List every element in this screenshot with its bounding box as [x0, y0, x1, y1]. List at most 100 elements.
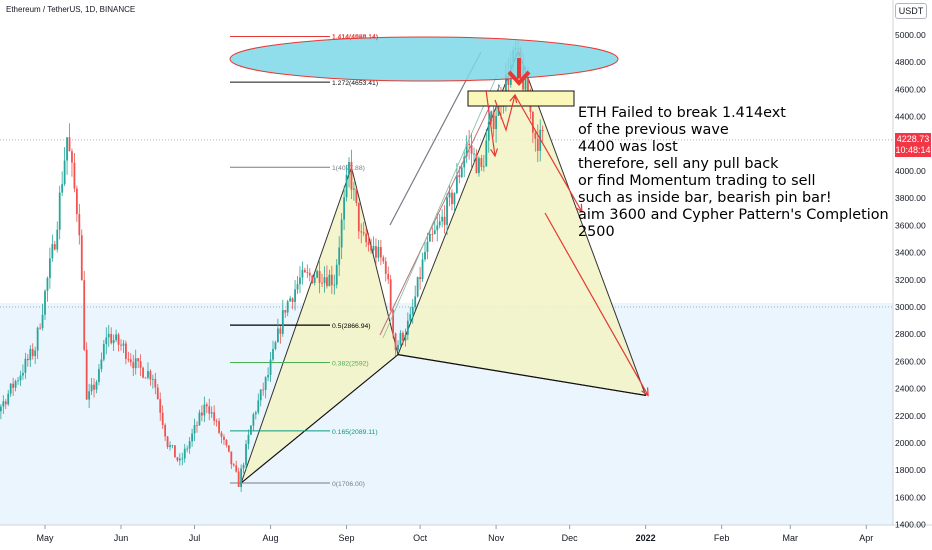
candle-body — [436, 225, 439, 231]
annotation-text: ETH Failed to break 1.414ext of the previ… — [578, 105, 889, 241]
candle-body — [303, 269, 306, 273]
candle-body — [465, 143, 468, 157]
candle-body — [340, 219, 343, 248]
candle-body — [107, 333, 110, 338]
candle-body — [26, 358, 29, 361]
candle-body — [534, 132, 537, 139]
candle-body — [384, 261, 387, 274]
candle-body — [151, 378, 154, 380]
x-tick-label: Apr — [859, 533, 873, 543]
candle-body — [90, 384, 93, 392]
candle-body — [218, 421, 220, 433]
candle-body — [362, 232, 365, 234]
candle-body — [335, 264, 338, 285]
candle-body — [458, 175, 461, 178]
y-tick-label: 3200.00 — [895, 275, 926, 285]
candle-body — [277, 328, 279, 343]
candle-body — [318, 271, 321, 283]
candle-body — [191, 433, 193, 442]
candle-body — [178, 458, 181, 461]
candle-body — [49, 258, 51, 278]
candle-body — [463, 156, 466, 168]
candle-body — [345, 174, 348, 198]
candle-body — [353, 188, 355, 190]
candle-body — [161, 412, 164, 425]
candle-body — [215, 420, 218, 422]
candle-body — [355, 188, 358, 203]
candle-body — [193, 425, 196, 434]
candle-body — [100, 359, 103, 370]
candle-body — [438, 221, 441, 226]
currency-badge[interactable]: USDT — [895, 3, 927, 19]
fib-level-label: 0(1706.00) — [332, 481, 365, 488]
candle-body — [159, 399, 162, 413]
candle-body — [225, 439, 228, 446]
y-tick-label: 4600.00 — [895, 84, 926, 94]
candle-body — [88, 391, 91, 400]
candle-body — [83, 280, 86, 350]
candle-body — [387, 273, 390, 280]
candle-body — [247, 434, 250, 444]
candle-body — [505, 74, 507, 101]
candle-body — [252, 414, 255, 426]
y-tick-label: 1600.00 — [895, 492, 926, 502]
candle-body — [98, 369, 100, 382]
candle-body — [389, 279, 392, 310]
y-tick-label: 2200.00 — [895, 411, 926, 421]
candle-body — [451, 192, 453, 205]
candle-body — [487, 121, 490, 141]
pattern-bd-leg — [397, 354, 646, 396]
fib-level-label: 0.382(2592) — [332, 360, 369, 367]
candle-body — [441, 216, 444, 222]
candle-body — [176, 457, 179, 461]
candle-body — [267, 374, 269, 378]
candle-body — [9, 383, 12, 394]
candle-body — [541, 129, 544, 132]
annotation-line: ETH Failed to break 1.414ext — [578, 105, 786, 121]
candle-body — [284, 310, 287, 313]
candle-body — [495, 115, 497, 130]
candle-body — [220, 432, 223, 437]
x-tick-label: Jun — [114, 533, 129, 543]
candle-body — [115, 334, 117, 341]
candle-body — [482, 166, 485, 168]
target-3600-arrow-head — [574, 203, 583, 213]
candle-body — [296, 284, 299, 290]
resistance-box — [467, 90, 575, 107]
y-tick-label: 5000.00 — [895, 30, 926, 40]
candle-body — [323, 277, 326, 284]
y-tick-label: 3400.00 — [895, 248, 926, 258]
candle-body — [174, 445, 176, 458]
candle-body — [294, 289, 296, 303]
candle-body — [242, 464, 245, 469]
candle-body — [480, 158, 483, 167]
countdown-timer: 10:48:14 — [895, 145, 931, 155]
candle-body — [414, 296, 417, 308]
candle-body — [235, 465, 238, 472]
candle-body — [377, 246, 380, 258]
candle-body — [85, 349, 88, 400]
candle-body — [2, 401, 5, 407]
target-3600-arrow — [514, 94, 583, 213]
candle-body — [232, 464, 235, 466]
candle-body — [147, 371, 149, 378]
candle-body — [127, 358, 130, 360]
candle-body — [201, 412, 203, 416]
candle-body — [470, 145, 473, 154]
candle-body — [306, 272, 309, 273]
x-tick-label: Mar — [783, 533, 799, 543]
candle-body — [164, 424, 167, 437]
channel-line — [382, 74, 498, 339]
fib-level-label: 0.165(2089.11) — [332, 429, 378, 436]
candle-body — [122, 343, 125, 346]
candle-body — [399, 332, 402, 345]
candle-body — [411, 307, 414, 315]
candle-body — [39, 327, 41, 329]
candle-body — [117, 334, 120, 345]
y-tick-label: 1400.00 — [895, 520, 926, 530]
last-price-tag: 4228.73 10:48:14 — [895, 133, 931, 157]
target-2500-arrow — [544, 212, 649, 396]
y-tick-label: 4400.00 — [895, 112, 926, 122]
candle-body — [144, 377, 147, 379]
